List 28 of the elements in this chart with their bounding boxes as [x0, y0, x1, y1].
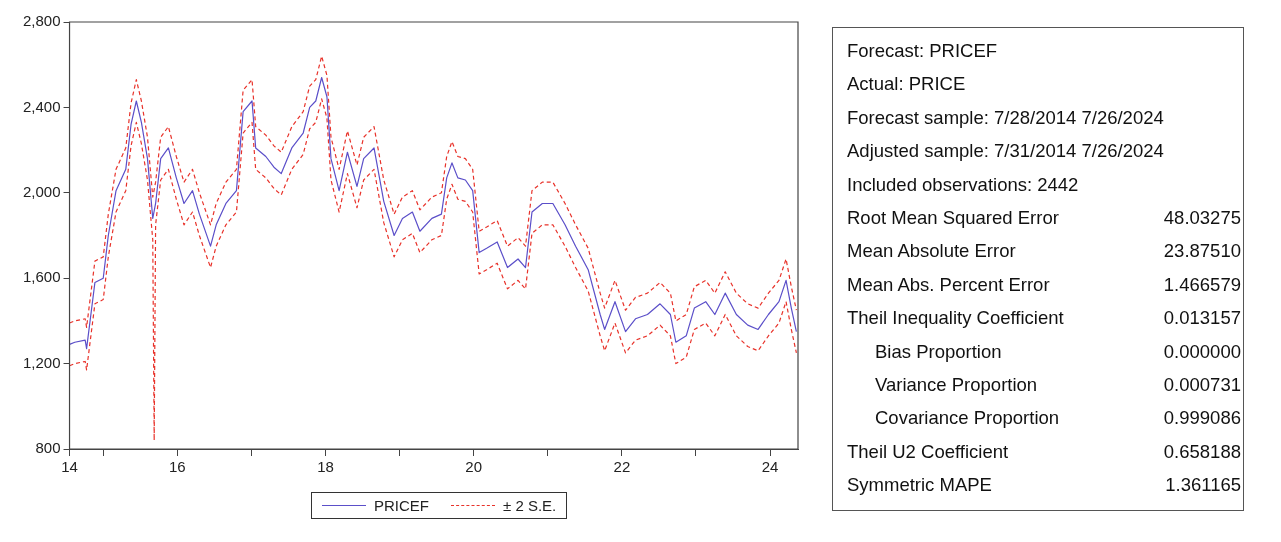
text: Mean Absolute Error 23.87510 [847, 240, 1241, 262]
text: Root Mean Squared Error 48.03275 [847, 206, 1241, 228]
text: Theil Inequality Coefficient 0.013157 [847, 307, 1241, 329]
text: Adjusted sample: 7/31/2014 7/26/2024 [847, 140, 1164, 162]
y-tick-label: 1,600 [22, 268, 61, 286]
text: Variance Proportion 0.000731 [875, 373, 1241, 395]
y-tick-label: 1,200 [22, 353, 61, 371]
x-tick-label: 20 [465, 458, 483, 476]
text: Mean Abs. Percent Error 1.466579 [847, 273, 1241, 295]
text: Forecast: PRICEF [847, 40, 998, 61]
y-tick-label: 2,800 [22, 12, 61, 30]
text: Symmetric MAPE 1.361165 [847, 474, 1241, 496]
text: Covariance Proportion 0.999086 [875, 407, 1241, 429]
legend-label: ± 2 S.E. [503, 497, 557, 514]
x-tick-label: 18 [317, 458, 334, 476]
text: Forecast sample: 7/28/2014 7/26/2024 [847, 106, 1164, 128]
text: Bias Proportion 0.000000 [875, 340, 1241, 362]
y-tick-label: 2,400 [22, 97, 61, 115]
text: Actual: PRICE [847, 73, 966, 95]
x-tick-label: 22 [613, 458, 631, 476]
y-tick-label: 800 [35, 439, 61, 457]
text: Included observations: 2442 [847, 173, 1079, 195]
x-tick-label: 24 [761, 458, 779, 476]
x-tick-label: 16 [168, 458, 186, 476]
text: Theil U2 Coefficient 0.658188 [847, 440, 1241, 462]
x-tick-label: 14 [61, 458, 78, 476]
y-tick-label: 2,000 [22, 182, 61, 200]
legend-label: PRICEF [374, 497, 430, 514]
